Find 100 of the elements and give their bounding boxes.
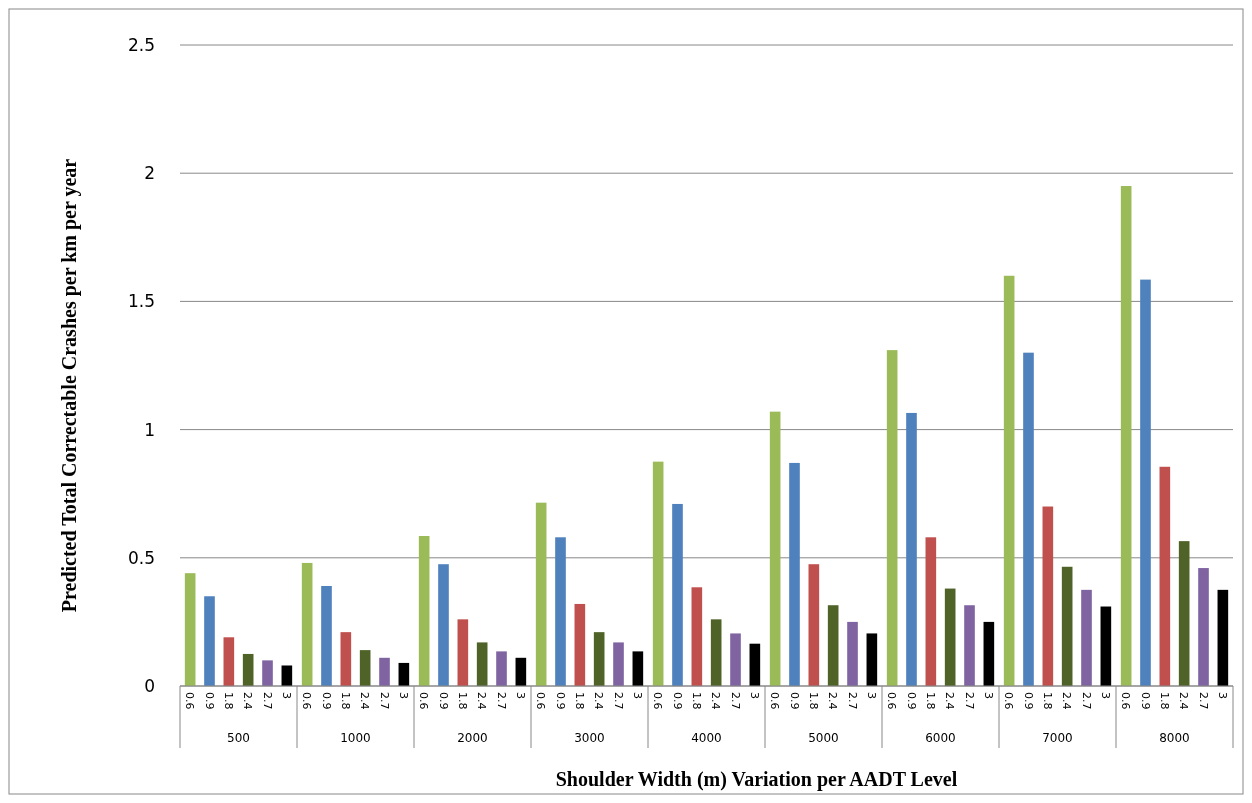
bar — [1061, 566, 1073, 686]
y-axis-title: Predicted Total Correctable Crashes per km per year — [58, 158, 81, 613]
text: 3 — [1099, 692, 1112, 699]
text: 1.8 — [689, 692, 703, 710]
text: 0.6 — [885, 692, 899, 710]
text: 2.7 — [611, 692, 625, 710]
bar — [730, 633, 741, 686]
text: 0.6 — [768, 692, 782, 710]
y-tick-label: 0 — [144, 675, 155, 696]
bar — [769, 411, 781, 686]
bar — [691, 587, 703, 686]
text: 0.6 — [1119, 692, 1133, 710]
text: 0.9 — [553, 692, 567, 710]
text: 0.9 — [436, 692, 450, 710]
text: 2.4 — [592, 692, 606, 710]
bar — [515, 657, 527, 686]
bar — [1178, 541, 1190, 686]
bar — [710, 619, 722, 686]
text: 1.8 — [806, 692, 820, 710]
bar — [1042, 506, 1054, 686]
text: 3 — [748, 692, 761, 699]
y-tick-label: 0.5 — [127, 547, 155, 568]
text: 1.8 — [1040, 692, 1054, 710]
x-tick-label: 1000 — [340, 731, 371, 745]
bar — [964, 605, 975, 686]
text: 1.8 — [1157, 692, 1171, 710]
text: 3 — [1216, 692, 1229, 699]
bar — [613, 642, 624, 686]
text: 2.4 — [241, 692, 255, 710]
y-tick-label: 1.5 — [127, 291, 155, 312]
text: 2.4 — [1177, 692, 1191, 710]
bar — [866, 633, 878, 686]
text: 0.6 — [651, 692, 665, 710]
bar — [906, 412, 917, 686]
text: 1.8 — [338, 692, 352, 710]
bar — [652, 461, 664, 686]
text: 0.9 — [904, 692, 918, 710]
text: 2.7 — [377, 692, 391, 710]
text: 1.8 — [455, 692, 469, 710]
text: 2.7 — [260, 692, 274, 710]
text: 3 — [397, 692, 410, 699]
text: 3 — [514, 692, 527, 699]
bar — [1100, 606, 1112, 686]
text: 2.7 — [845, 692, 859, 710]
bar — [1003, 275, 1015, 686]
bar — [1198, 568, 1209, 686]
text: 3 — [865, 692, 878, 699]
text: 1.8 — [572, 692, 586, 710]
bar — [184, 573, 196, 686]
text: 1.8 — [923, 692, 937, 710]
x-tick-label: 4000 — [691, 731, 722, 745]
text: 0.9 — [1138, 692, 1152, 710]
bar — [398, 662, 410, 686]
text: 2.7 — [494, 692, 508, 710]
text: 2.4 — [358, 692, 372, 710]
bar — [242, 653, 254, 686]
y-tick-label: 2 — [144, 163, 155, 184]
y-tick-label: 2.5 — [127, 34, 155, 55]
y-tick-label: 1 — [144, 419, 155, 440]
bar — [1120, 186, 1132, 686]
bar — [535, 502, 547, 686]
text: 2.4 — [475, 692, 489, 710]
text: 0.9 — [202, 692, 216, 710]
bar — [340, 632, 352, 686]
bar — [321, 586, 332, 686]
bar — [1140, 279, 1151, 686]
x-tick-label: 3000 — [574, 731, 605, 745]
text: 0.9 — [319, 692, 333, 710]
x-tick-label: 6000 — [925, 731, 956, 745]
bar — [204, 596, 215, 686]
text: 2.4 — [709, 692, 723, 710]
text: 0.9 — [670, 692, 684, 710]
bar — [593, 632, 605, 686]
text: 0.6 — [300, 692, 314, 710]
bar — [359, 650, 371, 686]
bar — [281, 665, 293, 686]
bar — [847, 621, 858, 686]
text: 2.4 — [943, 692, 957, 710]
bar — [418, 536, 430, 686]
text: 3 — [982, 692, 995, 699]
x-tick-label: 5000 — [808, 731, 839, 745]
bar — [1159, 466, 1171, 686]
bar — [574, 603, 586, 686]
text: 3 — [280, 692, 293, 699]
x-tick-label: 2000 — [457, 731, 488, 745]
bar — [262, 660, 273, 686]
text: 0.6 — [534, 692, 548, 710]
bar — [789, 462, 800, 686]
bar — [632, 651, 644, 686]
text: 2.7 — [728, 692, 742, 710]
bar — [379, 657, 390, 686]
bar — [223, 637, 235, 686]
bar — [476, 642, 488, 686]
bar — [827, 605, 839, 686]
bar — [555, 537, 566, 686]
text: 0.9 — [1021, 692, 1035, 710]
bar — [1081, 589, 1092, 686]
bar — [1217, 589, 1229, 686]
x-tick-label: 500 — [227, 731, 250, 745]
bar — [925, 537, 937, 686]
